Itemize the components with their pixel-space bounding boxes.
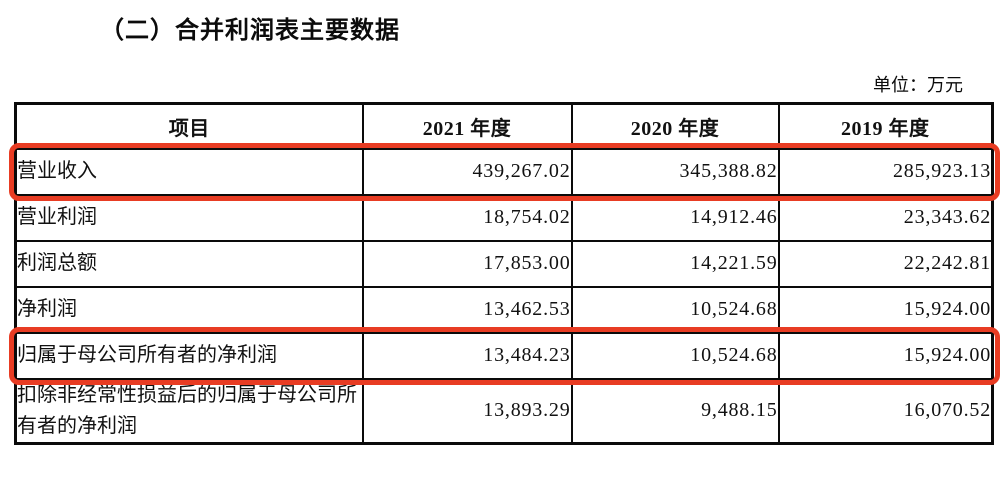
row-value: 23,343.62 [777, 193, 994, 242]
table-row: 净利润 13,462.53 10,524.68 15,924.00 [14, 285, 994, 334]
row-value: 10,524.68 [570, 285, 780, 334]
row-value: 13,462.53 [361, 285, 573, 334]
row-value: 16,070.52 [777, 377, 994, 444]
row-label: 营业利润 [14, 193, 364, 242]
column-header: 项目 [14, 102, 364, 150]
table-container: 项目 2021 年度 2020 年度 2019 年度 营业收入 439,267.02 34… [8, 102, 1000, 445]
row-value: 285,923.13 [777, 147, 994, 196]
row-value: 9,488.15 [570, 377, 780, 444]
table-row: 归属于母公司所有者的净利润 13,484.23 10,524.68 15,924.00 [14, 331, 994, 380]
row-value: 13,893.29 [361, 377, 573, 444]
row-value: 14,912.46 [570, 193, 780, 242]
row-value: 15,924.00 [777, 331, 994, 380]
row-value: 10,524.68 [570, 331, 780, 380]
table-row: 营业利润 18,754.02 14,912.46 23,343.62 [14, 193, 994, 242]
row-value: 22,242.81 [777, 239, 994, 288]
row-value: 439,267.02 [361, 147, 573, 196]
row-value: 17,853.00 [361, 239, 573, 288]
row-value: 13,484.23 [361, 331, 573, 380]
row-value: 15,924.00 [777, 285, 994, 334]
table-row: 营业收入 439,267.02 345,388.82 285,923.13 [14, 147, 994, 196]
column-header: 2020 年度 [570, 102, 780, 150]
row-label: 利润总额 [14, 239, 364, 288]
row-value: 345,388.82 [570, 147, 780, 196]
row-label: 扣除非经常性损益后的归属于母公司所有者的净利润 [14, 377, 364, 444]
column-header: 2019 年度 [777, 102, 994, 150]
row-label: 营业收入 [14, 147, 364, 196]
table-row: 扣除非经常性损益后的归属于母公司所有者的净利润 13,893.29 9,488.15… [14, 377, 994, 444]
row-label: 净利润 [14, 285, 364, 334]
row-value: 14,221.59 [570, 239, 780, 288]
table-row: 利润总额 17,853.00 14,221.59 22,242.81 [14, 239, 994, 288]
table-header-row: 项目 2021 年度 2020 年度 2019 年度 [14, 102, 994, 150]
unit-label: 单位：万元 [873, 75, 963, 95]
row-label: 归属于母公司所有者的净利润 [14, 331, 364, 380]
row-value: 18,754.02 [361, 193, 573, 242]
table-body: 营业收入 439,267.02 345,388.82 285,923.13 营业利润 18… [14, 147, 994, 444]
column-header: 2021 年度 [361, 102, 573, 150]
income-statement-table: 项目 2021 年度 2020 年度 2019 年度 营业收入 439,267.02 34… [14, 102, 994, 445]
page-title: （二）合并利润表主要数据 [100, 18, 400, 44]
